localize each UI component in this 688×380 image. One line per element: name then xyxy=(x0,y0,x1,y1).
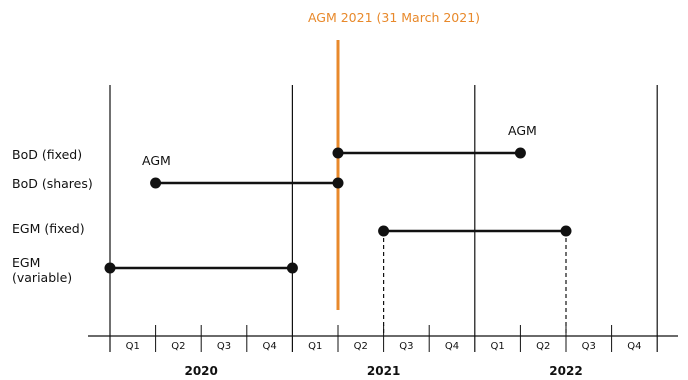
segment-end-dot-1 xyxy=(332,177,344,189)
segment-start-dot-1 xyxy=(150,177,162,189)
quarter-label-9: Q2 xyxy=(536,341,550,352)
segment-end-dot-3 xyxy=(286,262,298,274)
quarter-label-10: Q3 xyxy=(582,341,596,352)
row-label-bod-fixed: BoD (fixed) xyxy=(12,147,83,162)
row-label-bod-shares: BoD (shares) xyxy=(12,176,93,191)
year-dividers xyxy=(109,85,658,352)
segment-end-dot-0 xyxy=(514,147,526,159)
quarter-label-2: Q3 xyxy=(217,341,231,352)
segment-start-dot-0 xyxy=(332,147,344,159)
quarter-label-0: Q1 xyxy=(126,341,140,352)
quarter-label-8: Q1 xyxy=(490,341,504,352)
segment-start-dot-3 xyxy=(104,262,116,274)
segment-start-dot-2 xyxy=(378,225,390,237)
quarter-labels: Q1 Q2 Q3 Q4 Q1 Q2 Q3 Q4 Q1 Q2 Q3 Q4 xyxy=(126,341,642,352)
quarter-label-3: Q4 xyxy=(262,341,276,352)
quarter-label-5: Q2 xyxy=(354,341,368,352)
year-labels: 2020 2021 2022 xyxy=(184,364,582,378)
segment-end-dot-2 xyxy=(560,225,572,237)
quarter-label-11: Q4 xyxy=(627,341,641,352)
segments xyxy=(104,147,572,274)
year-label-0: 2020 xyxy=(184,364,217,378)
quarter-label-6: Q3 xyxy=(399,341,413,352)
quarter-label-7: Q4 xyxy=(445,341,459,352)
dashed-drop-lines xyxy=(383,231,567,336)
year-label-1: 2021 xyxy=(367,364,400,378)
row-label-egm-variable: EGM (variable) xyxy=(12,255,73,285)
row-label-egm-fixed: EGM (fixed) xyxy=(12,221,85,236)
quarter-label-1: Q2 xyxy=(171,341,185,352)
year-label-2: 2022 xyxy=(549,364,582,378)
annotation-agm-2020: AGM xyxy=(142,153,171,168)
quarter-label-4: Q1 xyxy=(308,341,322,352)
annotation-agm-2022: AGM xyxy=(508,123,537,138)
agm-2021-title: AGM 2021 (31 March 2021) xyxy=(307,10,481,25)
